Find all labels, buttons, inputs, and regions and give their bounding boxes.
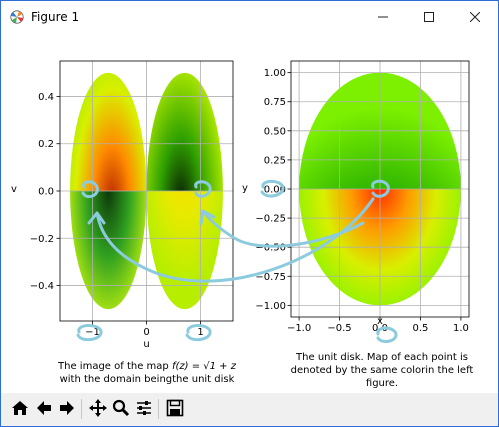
close-icon xyxy=(470,12,480,22)
magnifier-icon xyxy=(112,399,130,417)
y-tick-label: 0.0 xyxy=(38,187,54,198)
circle-x-zero xyxy=(376,326,398,343)
left-plot-ylabel: v xyxy=(11,184,17,195)
sliders-icon xyxy=(137,401,151,415)
y-tick-label: 0.4 xyxy=(38,92,54,103)
circle-disk-center xyxy=(371,179,390,198)
x-tick-label: −1 xyxy=(85,327,100,338)
right-caption-line-3: figure. xyxy=(366,378,398,389)
right-plot: −1.0 −0.5 0.0 0.5 1.0−1.00−0.75−0.50−0.250.0… xyxy=(242,60,474,389)
right-caption-line-2: denoted by the same colorin the left xyxy=(291,365,474,376)
subplots-button[interactable] xyxy=(133,397,155,419)
lobe-lower-half xyxy=(146,191,223,310)
toolbar-separator xyxy=(158,399,159,419)
x-tick-label: 0.5 xyxy=(413,323,429,334)
close-button[interactable] xyxy=(452,1,498,33)
left-plot-grid xyxy=(60,61,233,321)
y-tick-label: −0.4 xyxy=(30,281,54,292)
circle-x-plus-one xyxy=(185,324,212,342)
minimize-button[interactable] xyxy=(360,1,406,33)
x-tick-label: 1.0 xyxy=(453,323,469,334)
right-plot-ylabel: y xyxy=(242,183,248,194)
y-tick-label: −0.2 xyxy=(30,234,54,245)
left-plot-ticks: −1 0 1 −0.4 −0.2 0.0 0.2 0.4 xyxy=(30,92,204,338)
left-plot-lobes xyxy=(70,72,223,310)
x-tick-label: 1 xyxy=(197,327,203,338)
left-caption-line-2: with the domain beingthe unit disk xyxy=(60,374,235,385)
circle-x-minus-one xyxy=(76,324,103,342)
save-button[interactable] xyxy=(164,397,186,419)
floppy-icon xyxy=(166,399,184,417)
back-button[interactable] xyxy=(33,397,55,419)
y-tick-label: −0.50 xyxy=(255,243,286,254)
forward-button[interactable] xyxy=(56,397,78,419)
x-tick-label: 0 xyxy=(143,327,149,338)
figure-canvas[interactable]: −1 0 1 −0.4 −0.2 0.0 0.2 0.4 u v The image of t… xyxy=(1,33,498,390)
lobe-right xyxy=(146,72,223,310)
matplotlib-icon xyxy=(10,10,24,24)
right-plot-ticks: −1.0 −0.5 0.0 0.5 1.0−1.00−0.75−0.50−0.250.0… xyxy=(255,68,469,334)
y-tick-label: −1.00 xyxy=(255,301,286,312)
maximize-icon xyxy=(424,12,434,22)
y-tick-label: 0.75 xyxy=(264,97,286,108)
home-button[interactable] xyxy=(9,397,31,419)
y-tick-label: 1.00 xyxy=(264,68,286,79)
title-bar[interactable]: Figure 1 xyxy=(1,1,498,33)
pan-button[interactable] xyxy=(87,397,109,419)
lobe-upper-half xyxy=(70,72,147,191)
move-icon xyxy=(89,399,107,417)
y-tick-label: −0.25 xyxy=(255,214,286,225)
y-tick-label: 0.50 xyxy=(264,126,286,137)
hand-drawn-annotations xyxy=(76,179,398,343)
left-caption-line-1: The image of the map f(z) = √1 + z xyxy=(57,361,237,372)
home-icon xyxy=(12,401,28,415)
x-tick-label: −1.0 xyxy=(287,323,311,334)
y-tick-label: 0.2 xyxy=(38,139,54,150)
circle-right-lobe xyxy=(194,180,212,198)
lobe-upper-half xyxy=(146,72,223,191)
zoom-button[interactable] xyxy=(110,397,132,419)
right-plot-xlabel: x xyxy=(377,316,383,327)
toolbar-separator xyxy=(81,399,82,419)
right-plot-grid xyxy=(291,61,469,317)
arrow-to-right xyxy=(199,209,365,248)
left-plot: −1 0 1 −0.4 −0.2 0.0 0.2 0.4 u v The image of t… xyxy=(11,60,237,385)
arrow-right-icon xyxy=(60,401,74,415)
arrow-to-left xyxy=(87,197,375,283)
minimize-icon xyxy=(378,16,388,18)
arrow-left-icon xyxy=(37,401,51,415)
circle-y-axis-zero xyxy=(260,179,285,198)
maximize-button[interactable] xyxy=(406,1,452,33)
x-tick-label: −0.5 xyxy=(327,323,351,334)
y-tick-label: 0.25 xyxy=(264,155,286,166)
circle-left-lobe xyxy=(81,180,99,199)
y-tick-label: −0.75 xyxy=(255,272,286,283)
right-caption-line-1: The unit disk. Map of each point is xyxy=(295,352,468,363)
y-tick-label: 0.00 xyxy=(264,185,286,196)
navigation-toolbar xyxy=(1,393,498,426)
left-plot-xlabel: u xyxy=(143,339,149,350)
window-title: Figure 1 xyxy=(31,10,80,24)
